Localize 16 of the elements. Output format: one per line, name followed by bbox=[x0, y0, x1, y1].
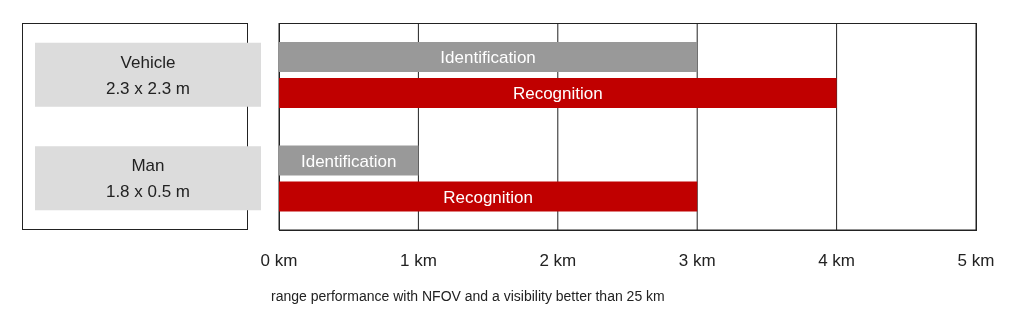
x-tick-label: 2 km bbox=[539, 251, 577, 271]
text: Identification bbox=[300, 151, 397, 171]
text: range performance with NFOV and a visibility better than 25 km bbox=[271, 288, 666, 304]
bar bbox=[279, 78, 837, 108]
bar bbox=[279, 42, 698, 72]
y-tick-label: Vehicle 2.3 x 2.3 m bbox=[105, 52, 191, 98]
text: Recognition bbox=[443, 187, 533, 207]
x-tick-label: 0 km bbox=[260, 251, 298, 271]
bar bbox=[279, 181, 698, 212]
series-label: Identification bbox=[440, 48, 536, 68]
y-tick-label: Man 1.8 x 0.5 m bbox=[105, 156, 191, 202]
x-tick-label: 5 km bbox=[957, 251, 995, 271]
series-label: Recognition bbox=[512, 84, 603, 104]
x-tick-label: 3 km bbox=[678, 251, 716, 271]
x-tick-label: 1 km bbox=[399, 251, 437, 271]
x-tick-label: 4 km bbox=[818, 251, 856, 271]
